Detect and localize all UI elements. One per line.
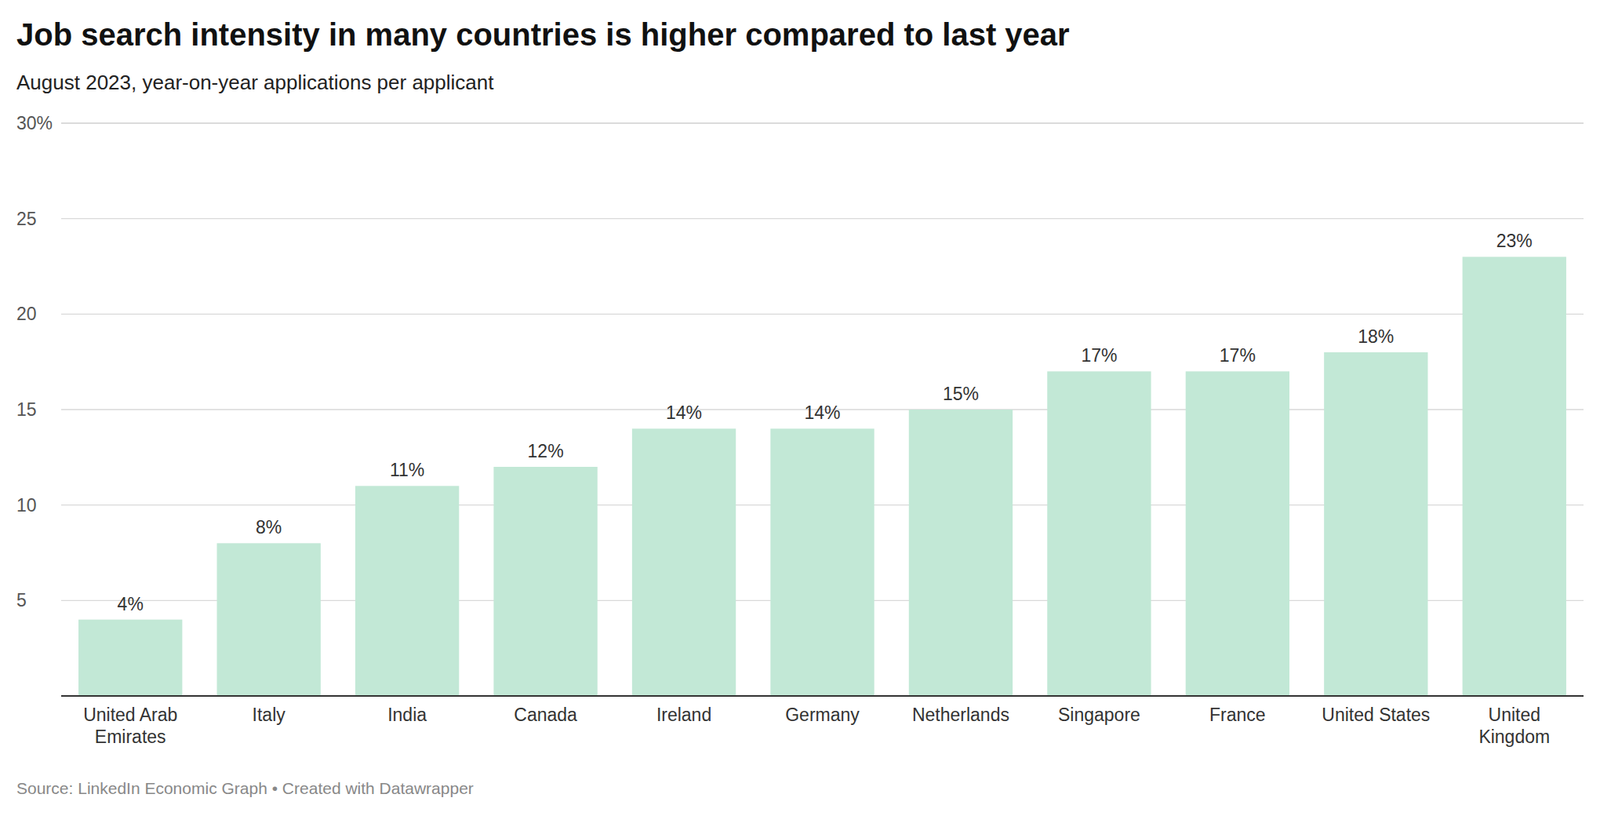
x-tick-label: France [1209,704,1266,725]
source: Source: LinkedIn Economic Graph • Create… [16,778,474,797]
x-axis-line [61,694,1584,697]
bar [909,409,1013,696]
x-tick-label: Italy [252,704,287,725]
x-tick-label-line: Kingdom [1478,726,1550,747]
x-tick-label-line: India [387,704,427,725]
x-tick-label-line: United Arab [83,704,178,725]
bar [770,428,874,696]
data-label: 17% [1219,345,1256,366]
grid-line [61,218,1584,219]
data-labels: 4% 8% 11% 12% 14% 14% 15% 17% 17% 18% 23% [117,230,1533,614]
title: Job search intensity in many countries i… [16,17,1070,52]
bar [355,485,459,696]
y-tick-label: 10 [16,494,37,516]
data-label: 12% [527,440,564,462]
x-tick-label: United ArabEmirates [83,704,178,747]
x-tick-label: Ireland [656,704,712,725]
data-label: 18% [1357,326,1394,347]
bar [1185,370,1290,696]
background [0,0,1600,816]
bar [217,542,321,696]
x-axis: United ArabEmirates Italy India Canada Irela… [83,704,1550,747]
chart: Job search intensity in many countries i… [0,0,1600,816]
bar [1047,370,1151,696]
x-tick-label-line: United States [1321,704,1430,725]
grid-line [61,122,1584,124]
y-tick-label: 15 [16,399,37,420]
x-tick-label-line: Canada [513,704,578,725]
data-label: 11% [389,459,425,480]
data-label: 8% [255,516,282,538]
bar [1462,256,1567,696]
bar [493,466,597,696]
data-label: 23% [1496,230,1533,251]
x-tick-label: Singapore [1058,704,1141,725]
x-tick-label: UnitedKingdom [1478,704,1550,747]
bars [78,256,1567,696]
bar [632,428,736,696]
data-label: 14% [665,402,702,423]
bar [78,619,182,696]
x-tick-label-line: Singapore [1058,704,1141,725]
data-label: 15% [942,383,979,404]
y-tick-label: 25 [16,208,37,230]
y-tick-label: 30% [16,112,53,134]
data-label: 14% [803,402,840,423]
y-tick-label: 20 [16,303,37,324]
x-tick-label: India [387,704,427,725]
x-tick-label-line: Italy [252,704,287,725]
grid-line [61,313,1584,315]
y-tick-label: 5 [16,589,27,611]
x-tick-label-line: Ireland [656,704,712,725]
x-tick-label: Netherlands [912,704,1010,725]
range-end-line [61,122,1584,124]
x-tick-label-line: France [1209,704,1266,725]
bar [1323,352,1428,696]
x-tick-label-line: Germany [785,704,860,725]
data-label: 17% [1080,345,1117,366]
subtitle: August 2023, year-on-year applications p… [16,70,495,95]
data-label: 4% [117,593,144,615]
x-tick-label: United States [1321,704,1430,725]
x-tick-label-line: Netherlands [912,704,1010,725]
x-tick-label-line: Emirates [94,726,167,747]
x-tick-label: Germany [785,704,860,725]
x-tick-label: Canada [513,704,578,725]
x-tick-label-line: United [1488,704,1541,725]
